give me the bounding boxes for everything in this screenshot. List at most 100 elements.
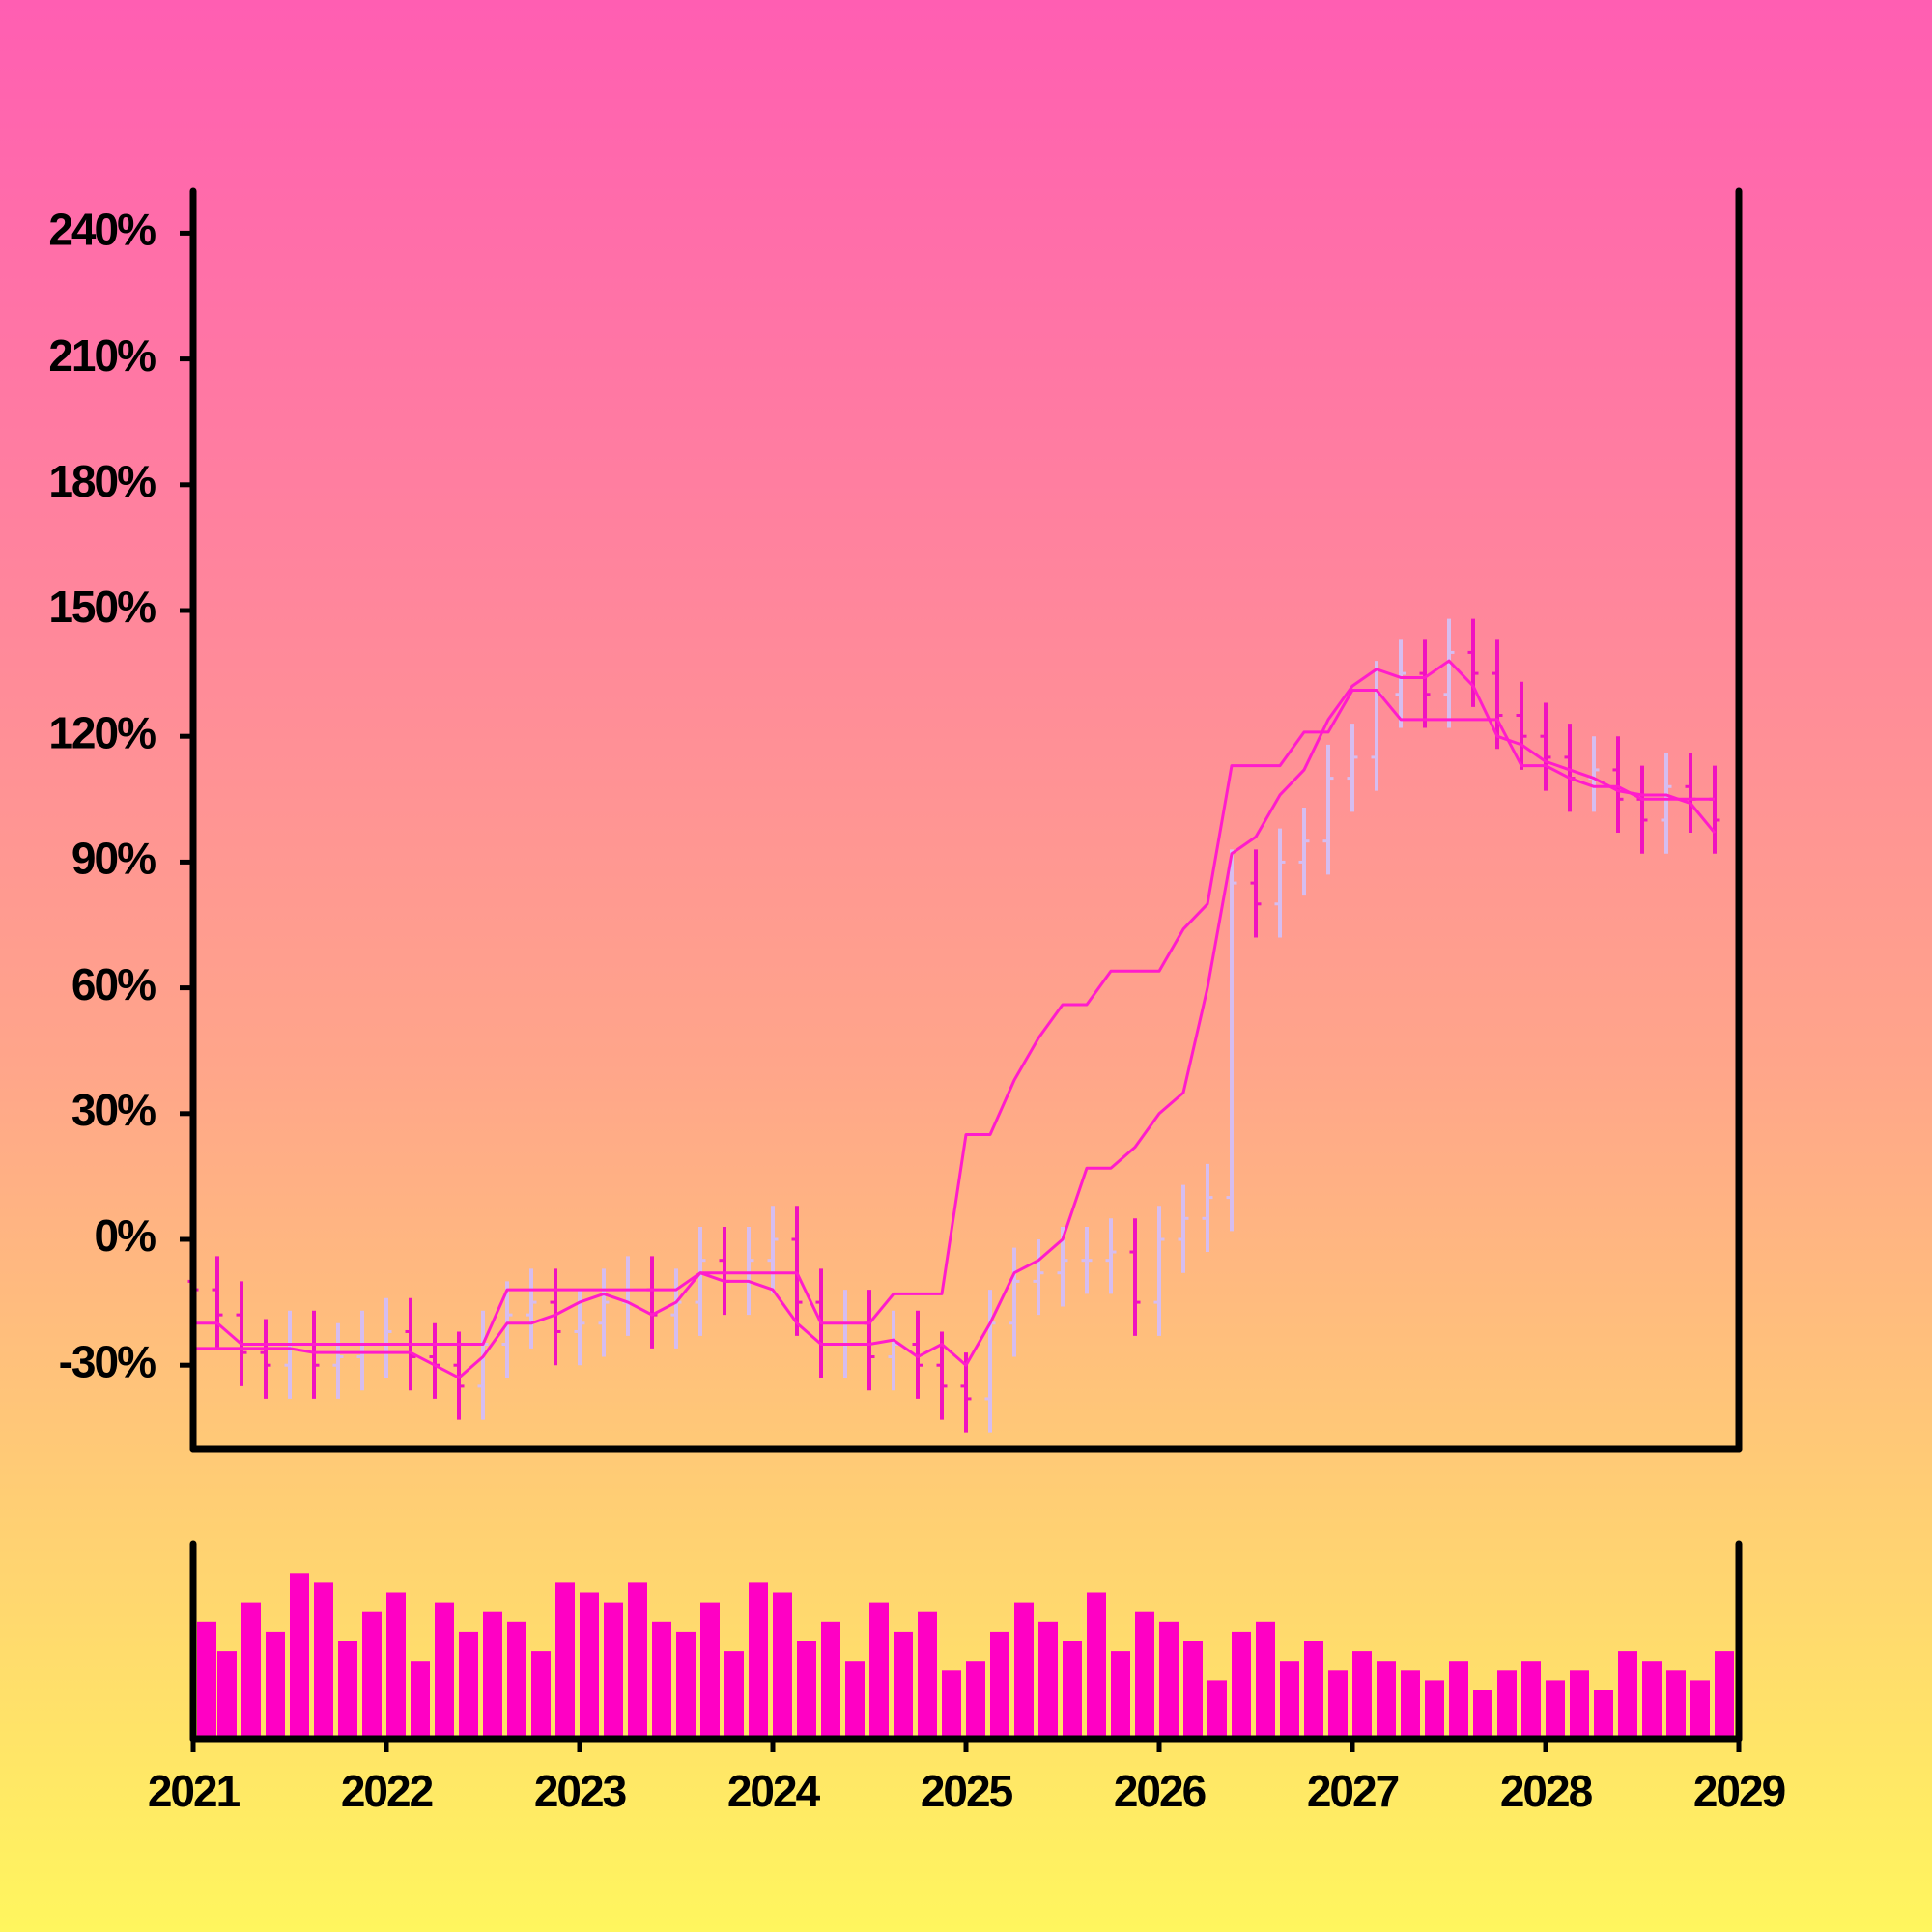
ohlc-bar — [1443, 618, 1455, 728]
ohlc-bar — [1322, 744, 1334, 875]
band-line — [193, 688, 1715, 1346]
ohlc-bar — [670, 1268, 682, 1349]
volume-bar — [531, 1651, 551, 1739]
volume-bar — [386, 1592, 406, 1739]
ohlc-bar — [1226, 849, 1237, 1232]
volume-bar — [1038, 1621, 1058, 1739]
ohlc-bar — [381, 1297, 392, 1378]
y-tick-label: 180% — [48, 456, 156, 506]
ohlc-bar — [1274, 828, 1286, 938]
volume-bar — [942, 1670, 961, 1739]
ohlc-bar — [1636, 765, 1648, 854]
volume-bar — [1618, 1651, 1637, 1739]
volume-bar — [290, 1573, 309, 1739]
ohlc-bar — [1371, 661, 1382, 791]
ohlc-bar — [1492, 639, 1503, 750]
ohlc-bar — [1033, 1239, 1044, 1316]
ohlc-bar — [1516, 681, 1527, 770]
x-tick-label: 2027 — [1307, 1766, 1399, 1816]
ohlc-bar — [719, 1226, 730, 1316]
ohlc-bar — [1540, 702, 1551, 791]
ohlc-bar — [356, 1310, 368, 1391]
ohlc-bar — [1129, 1218, 1141, 1336]
ohlc-bar — [888, 1310, 899, 1391]
volume-bar — [217, 1651, 237, 1739]
volume-bar — [555, 1582, 575, 1739]
ohlc-bar — [1105, 1218, 1117, 1294]
ohlc-bar — [550, 1268, 561, 1366]
volume-bar — [314, 1582, 333, 1739]
volume-bar — [483, 1611, 502, 1739]
volume-bar — [507, 1621, 526, 1739]
ohlc-bar — [477, 1310, 489, 1420]
volume-bar — [1328, 1670, 1348, 1739]
volume-bar — [604, 1602, 623, 1739]
volume-bar — [1280, 1661, 1299, 1739]
ohlc-bar — [1588, 736, 1600, 812]
band-line — [193, 659, 1717, 1379]
volume-bar — [1715, 1651, 1734, 1739]
ohlc-bar — [984, 1290, 996, 1433]
ohlc-bar — [526, 1268, 537, 1349]
ohlc-bar — [1612, 736, 1624, 834]
ohlc-bar — [1178, 1184, 1189, 1273]
volume-bar — [338, 1641, 357, 1739]
x-tick-label: 2024 — [727, 1766, 821, 1816]
y-tick-label: 210% — [48, 330, 156, 381]
ohlc-bar — [1347, 724, 1358, 812]
ohlc-bar — [598, 1268, 610, 1357]
x-tick-label: 2025 — [921, 1766, 1013, 1816]
ohlc-bar — [501, 1281, 513, 1378]
volume-bar — [1690, 1680, 1710, 1739]
volume-bar — [459, 1631, 478, 1739]
ohlc-bar — [1467, 618, 1479, 707]
volume-bar — [869, 1602, 889, 1739]
ohlc-bar — [236, 1281, 247, 1386]
y-tick-label: 0% — [95, 1210, 156, 1261]
ohlc-bar — [1250, 849, 1262, 938]
volume-bar — [1377, 1661, 1396, 1739]
x-tick-label: 2026 — [1114, 1766, 1206, 1816]
volume-bar — [1256, 1621, 1275, 1739]
volume-bar — [197, 1621, 216, 1739]
ohlc-bar — [1009, 1247, 1020, 1357]
volume-bar — [1546, 1680, 1565, 1739]
volume-bar — [990, 1631, 1009, 1739]
volume-bar — [1401, 1670, 1420, 1739]
ohlc-bar — [743, 1226, 754, 1316]
volume-bar — [1594, 1690, 1613, 1739]
volume-bar — [1135, 1611, 1154, 1739]
ohlc-bar — [332, 1322, 344, 1399]
volume-bar — [894, 1631, 913, 1739]
ohlc-bar — [308, 1310, 320, 1399]
ohlc-bar — [1419, 639, 1431, 728]
ohlc-bar — [1298, 807, 1310, 896]
ohlc-bar — [1661, 753, 1672, 854]
y-tick-label: 90% — [71, 834, 156, 884]
x-tick-label: 2021 — [148, 1766, 241, 1816]
volume-bar — [845, 1661, 865, 1739]
volume-bar — [411, 1661, 430, 1739]
volume-bar — [749, 1582, 768, 1739]
volume-bar — [1014, 1602, 1034, 1739]
ohlc-bar — [936, 1331, 948, 1420]
ohlc-bar — [695, 1226, 706, 1336]
volume-bar — [580, 1592, 599, 1739]
volume-bar — [797, 1641, 816, 1739]
y-tick-label: 60% — [71, 959, 156, 1009]
ohlc-bar — [1081, 1226, 1093, 1294]
volume-bar — [1497, 1670, 1517, 1739]
ohlc-bar — [1202, 1163, 1213, 1253]
ohlc-bar — [212, 1256, 223, 1349]
volume-bar — [1232, 1631, 1251, 1739]
ohlc-bar — [791, 1206, 803, 1336]
ohlc-bar — [622, 1256, 634, 1336]
y-tick-label: 30% — [71, 1085, 156, 1135]
volume-bar — [1642, 1661, 1662, 1739]
ohlc-bar — [1395, 639, 1406, 728]
volume-bar — [1521, 1661, 1541, 1739]
volume-bar — [1304, 1641, 1323, 1739]
volume-bar — [1666, 1670, 1686, 1739]
